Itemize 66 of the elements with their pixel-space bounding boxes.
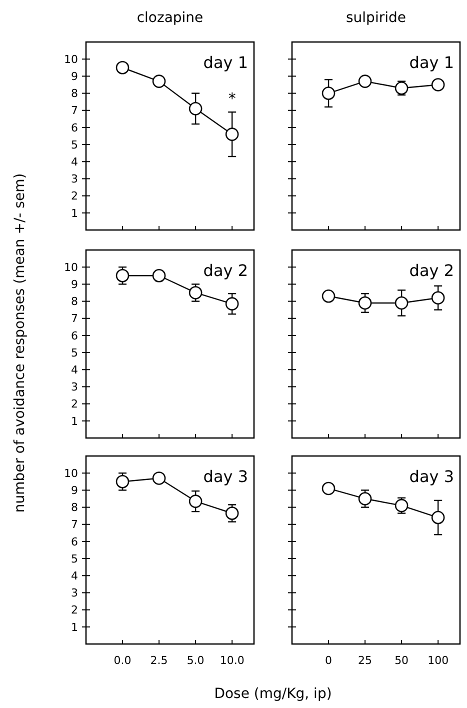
y-tick-label: 2 [71,604,78,617]
y-tick-label: 2 [71,398,78,411]
y-tick-label: 3 [71,172,78,186]
x-tick-label: 100 [428,654,449,667]
y-tick-label: 10 [64,52,78,66]
point [225,128,239,141]
annotation: day 3 [409,467,454,486]
y-tick-label: 4 [71,155,78,168]
y-axis-title: number of avoidance responses (mean +/- sem) [12,173,28,513]
point [431,510,445,524]
point [358,492,372,506]
y-tick-label: 1 [71,620,78,634]
y-tick-label: 6 [71,535,78,548]
point [152,472,166,485]
point [188,286,202,300]
x-tick-label: 0.0 [114,654,132,667]
point [358,74,372,88]
y-tick-label: 7 [71,104,78,118]
y-tick-label: 2 [71,190,78,203]
x-tick-label: 5.0 [186,654,204,667]
x-axis-title: Dose (mg/Kg, ip) [214,686,332,702]
chart-title: clozapine [136,10,204,26]
annotation: day 2 [409,261,454,280]
point [322,86,336,100]
point [152,74,166,88]
point [225,506,239,520]
y-tick-label: 4 [71,363,78,376]
point [431,78,445,92]
y-tick-label: 3 [71,380,78,394]
x-tick-label: 25 [358,654,372,667]
x-tick-label: 10.0 [220,654,244,667]
point [188,494,202,508]
annotation: day 2 [203,261,248,280]
y-tick-label: 4 [71,569,78,582]
x-tick-label: 50 [394,654,409,667]
y-tick-label: 7 [71,518,78,532]
y-tick-label: 3 [71,586,78,600]
chart-title: sulpiride [346,10,406,26]
point [116,474,130,488]
y-tick-label: 1 [71,414,78,428]
point [225,297,239,310]
point [116,60,130,74]
y-tick-label: 10 [64,466,78,480]
y-tick-label: 7 [71,312,78,326]
y-tick-label: 8 [71,501,78,514]
annotation: day 1 [409,53,454,72]
x-tick-label: 2.5 [150,654,168,667]
x-tick-label: 0 [325,654,332,667]
y-tick-label: 8 [71,295,78,308]
y-tick-label: 9 [71,484,78,498]
annotation: day 1 [203,53,248,72]
y-tick-label: 5 [71,138,78,152]
y-tick-label: 6 [71,329,78,342]
point [188,102,202,116]
y-tick-label: 9 [71,278,78,292]
y-tick-label: 8 [71,87,78,100]
y-tick-label: 5 [71,552,78,566]
point [322,482,336,496]
annotation: day 3 [203,467,248,486]
annotation: * [228,89,236,108]
point [116,268,130,282]
y-tick-label: 5 [71,346,78,360]
y-tick-label: 6 [71,121,78,134]
y-tick-label: 1 [71,206,78,220]
y-tick-label: 9 [71,70,78,84]
y-tick-label: 10 [64,260,78,274]
